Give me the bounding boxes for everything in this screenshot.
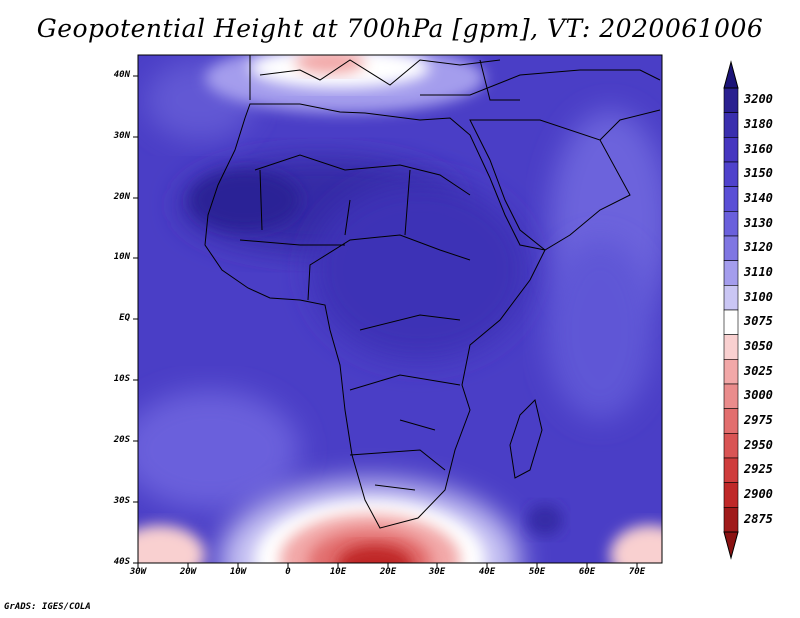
colorbar-max-arrow [723,60,739,89]
colorbar-swatch [723,186,739,212]
axis-ticks [133,75,638,568]
colorbar-swatch [723,309,739,335]
lon-tick-label: 70E [628,567,646,577]
colorbar-level-label: 2900 [744,487,773,501]
map-title: Geopotential Height at 700hPa [gpm], VT:… [36,14,764,43]
colorbar-swatch [723,211,739,237]
plot-frame [137,54,663,564]
colorbar-level-label: 3075 [744,314,773,329]
height-field [138,55,662,563]
colorbar-level-label: 3100 [744,289,773,304]
colorbar-min-arrow [723,531,739,560]
lat-tick-label: 30S [113,496,130,506]
colorbar [723,60,739,560]
colorbar-level-label: 3110 [744,265,773,279]
colorbar-swatch [723,383,739,409]
colorbar-level-label: 2975 [744,413,773,427]
colorbar-level-label: 3050 [744,339,773,353]
colorbar-level-label: 3120 [744,240,773,255]
colorbar-swatch [723,433,739,459]
lat-tick-label: EQ [119,313,130,323]
lat-tick-label: 20S [113,435,130,445]
colorbar-swatch [723,359,739,385]
colorbar-level-label: 3130 [744,215,773,230]
lat-tick-label: 10S [113,374,130,384]
lat-tick-label: 40S [113,557,130,567]
colorbar-swatch [723,408,739,434]
colorbar-level-label: 3150 [744,166,773,181]
colorbar-level-label: 3200 [744,92,773,107]
lon-tick-label: 60E [578,567,596,577]
colorbar-level-label: 3180 [744,117,773,131]
lon-tick-label: 0 [285,567,291,577]
colorbar-level-label: 2925 [744,462,773,477]
lat-tick-label: 20N [113,192,130,202]
colorbar-level-label: 3160 [744,141,773,156]
lon-tick-label: 30W [129,567,147,577]
lon-tick-label: 10W [229,567,247,577]
colorbar-swatch [723,87,739,113]
colorbar-swatch [723,334,739,360]
colorbar-swatch [723,457,739,483]
lon-tick-label: 50E [528,567,546,577]
lat-tick-label: 30N [113,131,130,141]
lat-tick-label: 10N [113,252,130,262]
colorbar-level-label: 2950 [744,437,773,452]
colorbar-swatch [723,137,739,163]
colorbar-level-label: 3025 [744,363,773,378]
colorbar-swatch [723,112,739,138]
colorbar-swatch [723,161,739,187]
lon-tick-label: 30E [428,567,446,577]
colorbar-swatch [723,235,739,261]
colorbar-swatch [723,285,739,311]
lon-tick-label: 20W [179,567,197,577]
colorbar-swatch [723,482,739,508]
colorbar-swatch [723,260,739,286]
colorbar-swatch [723,507,739,533]
lon-tick-label: 20E [379,567,397,577]
lon-tick-label: 10E [329,567,347,577]
coastlines [204,55,661,529]
grads-credit: GrADS: IGES/COLA [4,602,91,612]
lon-tick-label: 40E [478,567,496,577]
colorbar-level-label: 3000 [744,388,773,403]
lat-tick-label: 40N [113,70,130,80]
colorbar-level-label: 2875 [744,511,773,526]
colorbar-level-label: 3140 [744,191,773,205]
